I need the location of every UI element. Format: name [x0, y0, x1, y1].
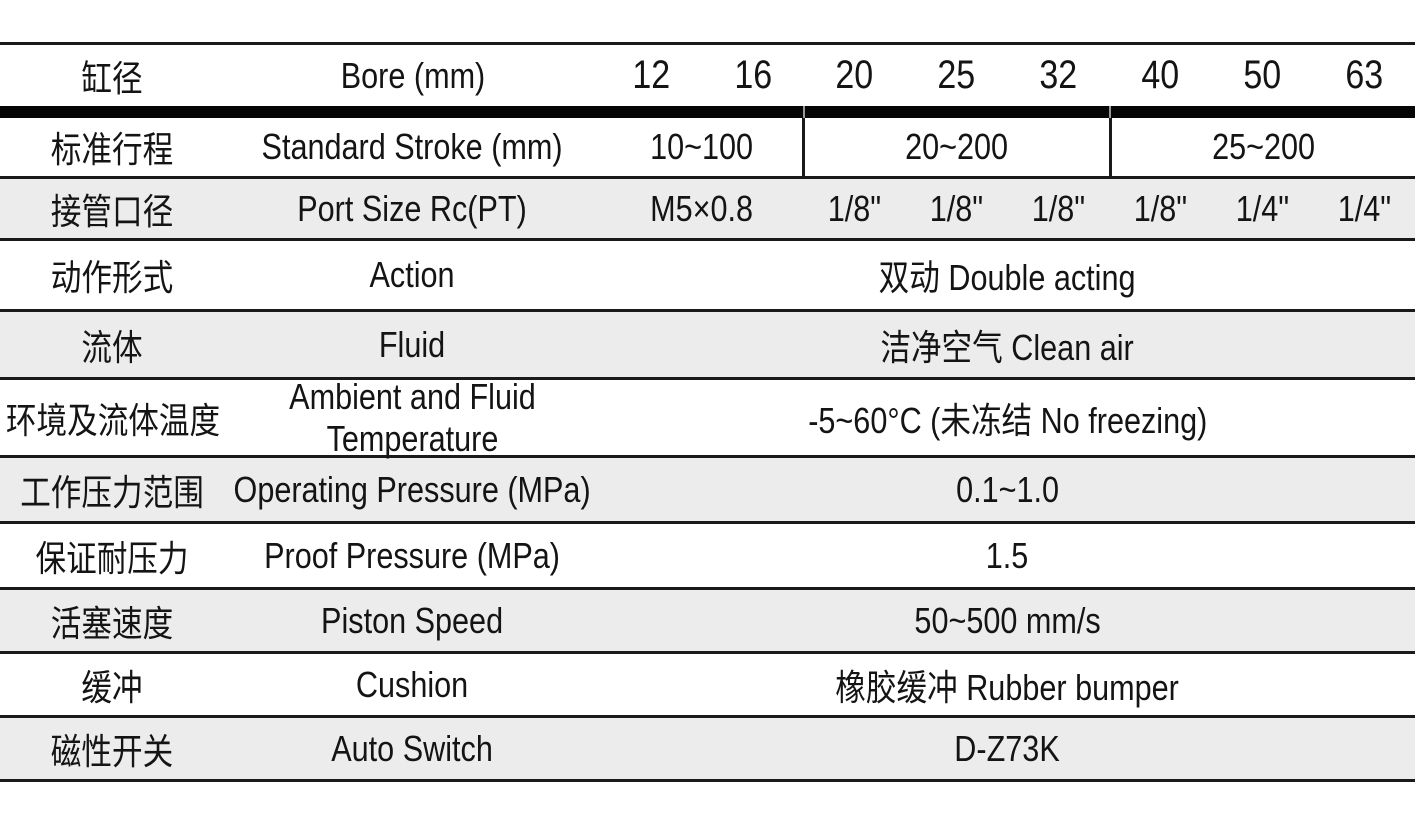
port-value: 1/8" — [827, 187, 882, 229]
auto-switch-en-label: Auto Switch — [331, 727, 494, 769]
band-notch — [803, 106, 805, 118]
bore-value: 32 — [1039, 53, 1078, 97]
row-cushion: 缓冲 Cushion 橡胶缓冲 Rubber bumper — [0, 654, 1415, 718]
piston-speed-zh-label: 活塞速度 — [51, 602, 174, 644]
temperature-zh-label: 环境及流体温度 — [5, 399, 220, 441]
row-port-size: 接管口径 Port Size Rc(PT) M5×0.8 1/8" 1/8" 1… — [0, 179, 1415, 241]
operating-pressure-zh-label: 工作压力范围 — [20, 471, 205, 513]
row-action: 动作形式 Action 双动 Double acting — [0, 241, 1415, 312]
action-value: 双动 Double acting — [879, 257, 1136, 298]
operating-pressure-en-label: Operating Pressure (MPa) — [233, 468, 592, 510]
band-notch — [1109, 106, 1111, 118]
bore-values: 12 16 20 25 32 40 50 63 — [600, 45, 1415, 106]
bore-value: 63 — [1345, 53, 1383, 97]
bore-value: 12 — [632, 53, 670, 97]
action-en-label: Action — [369, 254, 456, 295]
port-zh-label: 接管口径 — [51, 190, 174, 232]
row-operating-pressure: 工作压力范围 Operating Pressure (MPa) 0.1~1.0 — [0, 458, 1415, 524]
port-values: M5×0.8 1/8" 1/8" 1/8" 1/8" 1/4" 1/4" — [600, 179, 1415, 238]
fluid-value: 洁净空气 Clean air — [880, 326, 1135, 368]
stroke-group-value: 25~200 — [1108, 118, 1415, 176]
row-auto-switch: 磁性开关 Auto Switch D-Z73K — [0, 718, 1415, 782]
auto-switch-zh-label: 磁性开关 — [51, 730, 174, 772]
row-piston-speed: 活塞速度 Piston Speed 50~500 mm/s — [0, 590, 1415, 654]
action-zh-label: 动作形式 — [51, 257, 174, 298]
cushion-value: 橡胶缓冲 Rubber bumper — [835, 666, 1180, 708]
bore-value: 40 — [1141, 53, 1180, 97]
bore-value: 50 — [1243, 53, 1282, 97]
proof-pressure-value: 1.5 — [986, 534, 1029, 576]
fluid-zh-label: 流体 — [81, 326, 144, 368]
port-value: 1/8" — [929, 187, 984, 229]
operating-pressure-value: 0.1~1.0 — [956, 468, 1059, 510]
row-bore-header: 缸径 Bore (mm) 12 16 20 25 32 40 50 63 — [0, 45, 1415, 106]
proof-pressure-en-label: Proof Pressure (MPa) — [264, 534, 561, 576]
bore-value: 20 — [835, 53, 874, 97]
stroke-group-value: 20~200 — [802, 118, 1108, 176]
port-en-label: Port Size Rc(PT) — [297, 187, 528, 229]
bore-value: 16 — [733, 53, 772, 97]
proof-pressure-zh-label: 保证耐压力 — [35, 537, 189, 579]
stroke-values: 10~100 20~200 25~200 — [600, 118, 1415, 176]
port-value: 1/4" — [1337, 187, 1391, 229]
bore-zh-label: 缸径 — [81, 57, 144, 99]
header-separator-band — [0, 106, 1415, 118]
port-value: 1/8" — [1031, 187, 1086, 229]
piston-speed-en-label: Piston Speed — [321, 599, 504, 641]
auto-switch-value: D-Z73K — [954, 727, 1061, 769]
bore-value: 25 — [937, 53, 976, 97]
temperature-value: -5~60°C (未冻结 No freezing) — [807, 399, 1208, 441]
temperature-en-label: Ambient and Fluid Temperature — [289, 375, 536, 459]
port-value: M5×0.8 — [650, 187, 754, 229]
row-standard-stroke: 标准行程 Standard Stroke (mm) 10~100 20~200 … — [0, 118, 1415, 179]
row-proof-pressure: 保证耐压力 Proof Pressure (MPa) 1.5 — [0, 524, 1415, 590]
port-value: 1/4" — [1235, 187, 1289, 229]
row-temperature: 环境及流体温度 Ambient and Fluid Temperature -5… — [0, 375, 1415, 459]
port-value: 1/8" — [1133, 187, 1188, 229]
cushion-en-label: Cushion — [356, 663, 469, 705]
fluid-en-label: Fluid — [379, 323, 446, 365]
piston-speed-value: 50~500 mm/s — [914, 599, 1101, 641]
bore-en-label: Bore (mm) — [340, 54, 485, 96]
stroke-group-value: 10~100 — [649, 126, 753, 167]
spec-table: 缸径 Bore (mm) 12 16 20 25 32 40 50 63 标准行… — [0, 42, 1415, 782]
cushion-zh-label: 缓冲 — [81, 666, 144, 708]
row-fluid: 流体 Fluid 洁净空气 Clean air — [0, 312, 1415, 380]
stroke-en-label: Standard Stroke (mm) — [261, 126, 564, 167]
stroke-zh-label: 标准行程 — [51, 129, 174, 170]
